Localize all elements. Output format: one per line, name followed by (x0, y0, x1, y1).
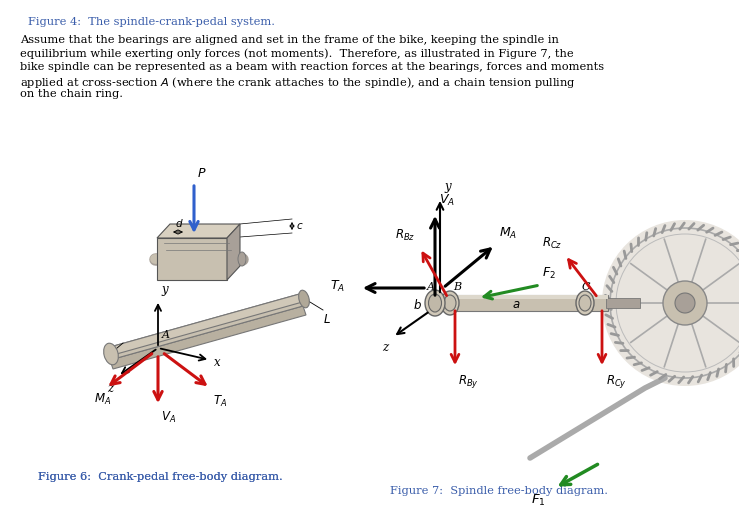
Text: y: y (444, 180, 451, 193)
Polygon shape (440, 295, 608, 299)
Text: $R_{Bz}$: $R_{Bz}$ (395, 228, 415, 243)
Text: $T_A$: $T_A$ (330, 278, 345, 293)
Text: z: z (382, 341, 388, 354)
Circle shape (602, 220, 739, 386)
Text: $V_A$: $V_A$ (439, 193, 455, 208)
Text: B: B (453, 282, 461, 292)
Text: Figure 4:  The spindle-crank-pedal system.: Figure 4: The spindle-crank-pedal system… (28, 17, 275, 27)
Polygon shape (606, 298, 640, 308)
Ellipse shape (238, 252, 246, 266)
Text: $R_{Cz}$: $R_{Cz}$ (542, 236, 562, 251)
Text: $V_A$: $V_A$ (161, 410, 176, 425)
Ellipse shape (103, 343, 118, 365)
Polygon shape (157, 238, 227, 280)
Ellipse shape (425, 290, 445, 316)
Text: Figure 7:  Spindle free-body diagram.: Figure 7: Spindle free-body diagram. (390, 486, 608, 496)
Text: $M_A$: $M_A$ (499, 226, 517, 241)
Ellipse shape (576, 291, 594, 315)
Text: $L$: $L$ (323, 313, 331, 326)
Ellipse shape (444, 295, 456, 311)
Polygon shape (110, 293, 303, 360)
Ellipse shape (429, 294, 441, 312)
Text: $c$: $c$ (296, 221, 304, 231)
Circle shape (663, 281, 707, 325)
Ellipse shape (441, 291, 459, 315)
Polygon shape (227, 224, 240, 280)
Text: applied at cross-section $A$ (where the crank attaches to the spindle), and a ch: applied at cross-section $A$ (where the … (20, 76, 576, 90)
Text: $F_1$: $F_1$ (531, 493, 546, 505)
Text: $F_2$: $F_2$ (542, 266, 556, 281)
Polygon shape (110, 293, 306, 355)
Text: equilibrium while exerting only forces (not moments).  Therefore, as illustrated: equilibrium while exerting only forces (… (20, 48, 573, 59)
Text: Assume that the bearings are aligned and set in the frame of the bike, keeping t: Assume that the bearings are aligned and… (20, 35, 559, 45)
Ellipse shape (299, 290, 310, 308)
Polygon shape (157, 224, 240, 238)
Ellipse shape (579, 295, 591, 311)
Polygon shape (110, 306, 306, 369)
Text: C: C (582, 282, 590, 292)
Circle shape (675, 293, 695, 313)
Text: bike spindle can be represented as a beam with reaction forces at the bearings, : bike spindle can be represented as a bea… (20, 62, 604, 72)
Text: $R_{Cy}$: $R_{Cy}$ (606, 373, 627, 390)
Text: y: y (161, 283, 168, 296)
Text: on the chain ring.: on the chain ring. (20, 89, 123, 99)
Text: $T_A$: $T_A$ (213, 394, 228, 409)
Text: Figure 6:  Crank-pedal free-body diagram.: Figure 6: Crank-pedal free-body diagram. (38, 472, 283, 482)
Text: x: x (214, 356, 221, 369)
Text: Figure 6:  Crank-pedal free-body diagram.: Figure 6: Crank-pedal free-body diagram. (38, 472, 283, 482)
Text: $d$: $d$ (174, 217, 183, 229)
Text: $P$: $P$ (197, 167, 206, 180)
Text: A: A (162, 330, 170, 340)
Text: $b$: $b$ (413, 298, 422, 312)
Text: $R_{By}$: $R_{By}$ (458, 373, 479, 390)
Text: A: A (427, 282, 435, 292)
Text: $a$: $a$ (512, 298, 520, 311)
Text: z: z (107, 382, 113, 395)
Text: $M_A$: $M_A$ (94, 392, 111, 407)
Polygon shape (440, 295, 608, 311)
